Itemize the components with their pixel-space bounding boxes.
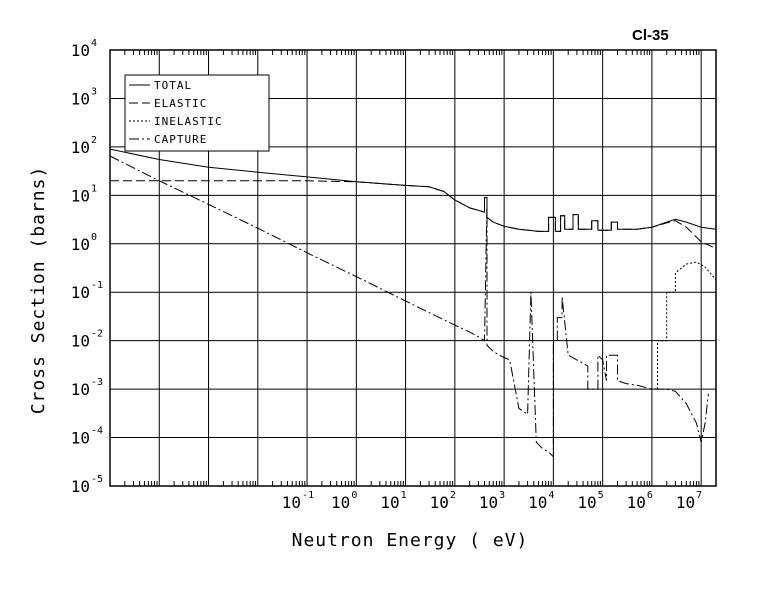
x-tick-label: 10 4 <box>528 490 554 512</box>
svg-text:10: 10 <box>71 283 90 302</box>
svg-text:2: 2 <box>450 490 456 501</box>
svg-text:4: 4 <box>548 490 554 501</box>
svg-text:10: 10 <box>71 186 90 205</box>
series-line-elastic <box>110 180 717 249</box>
plot-frame <box>109 49 717 487</box>
svg-text:10: 10 <box>627 493 646 512</box>
svg-text:3: 3 <box>91 86 97 97</box>
svg-text:0: 0 <box>351 490 357 501</box>
svg-text:10: 10 <box>71 332 90 351</box>
x-tick-label: 10 2 <box>430 490 456 512</box>
series-line-capture <box>109 155 709 458</box>
legend-box <box>124 74 270 152</box>
svg-text:7: 7 <box>696 490 702 501</box>
svg-text:4: 4 <box>91 38 97 49</box>
y-tick-label: 10 3 <box>71 86 97 108</box>
svg-text:10: 10 <box>71 429 90 448</box>
svg-text:10: 10 <box>577 493 596 512</box>
legend: TOTAL ELASTIC INELASTIC CAPTURE <box>124 74 270 152</box>
svg-text:-4: -4 <box>91 426 103 437</box>
svg-text:10: 10 <box>479 493 498 512</box>
legend-label: TOTAL <box>154 79 192 92</box>
svg-text:1: 1 <box>91 183 97 194</box>
svg-text:10: 10 <box>430 493 449 512</box>
y-tick-label: 10 2 <box>71 135 97 157</box>
svg-text:3: 3 <box>499 490 505 501</box>
y-tick-label: 10 1 <box>71 183 97 205</box>
x-tick-label: 10 1 <box>380 490 406 512</box>
svg-text:10: 10 <box>71 477 90 496</box>
x-tick-label: 10 -1 <box>282 490 314 512</box>
svg-text:10: 10 <box>380 493 399 512</box>
svg-text:-1: -1 <box>91 280 103 291</box>
x-tick-label: 10 6 <box>627 490 653 512</box>
svg-text:-1: -1 <box>302 490 314 501</box>
x-tick-label: 10 3 <box>479 490 505 512</box>
x-tick-label: 10 5 <box>577 490 603 512</box>
svg-text:0: 0 <box>91 232 97 243</box>
y-tick-label: 10 -1 <box>71 280 103 302</box>
svg-text:10: 10 <box>331 493 350 512</box>
svg-text:6: 6 <box>647 490 653 501</box>
svg-text:10: 10 <box>71 380 90 399</box>
legend-label: CAPTURE <box>154 133 207 146</box>
svg-text:-5: -5 <box>91 474 103 485</box>
svg-text:10: 10 <box>71 41 90 60</box>
y-tick-label: 10 -5 <box>71 474 103 496</box>
svg-text:-3: -3 <box>91 377 103 388</box>
x-tick-label: 10 0 <box>331 490 357 512</box>
y-tick-label: 10 -3 <box>71 377 103 399</box>
chart-title: Cl-35 <box>632 27 669 44</box>
series-line-total <box>109 148 717 232</box>
y-tick-label: 10 4 <box>71 38 97 60</box>
svg-text:-2: -2 <box>91 329 103 340</box>
x-tick-labels: 10 -1 10 0 10 1 10 2 10 3 10 4 10 5 10 6 10 7 <box>282 490 702 512</box>
series-line-inelastic <box>657 261 717 390</box>
svg-text:10: 10 <box>71 138 90 157</box>
legend-label: INELASTIC <box>154 115 223 128</box>
y-axis-title: Cross Section (barns) <box>28 166 49 415</box>
svg-text:1: 1 <box>401 490 407 501</box>
x-tick-label: 10 7 <box>676 490 702 512</box>
svg-text:10: 10 <box>528 493 547 512</box>
series-layer <box>109 148 717 458</box>
svg-text:10: 10 <box>676 493 695 512</box>
x-axis-title: Neutron Energy ( eV) <box>292 530 529 551</box>
svg-text:10: 10 <box>71 235 90 254</box>
svg-text:2: 2 <box>91 135 97 146</box>
y-tick-label: 10 0 <box>71 232 97 254</box>
svg-text:5: 5 <box>598 490 604 501</box>
legend-label: ELASTIC <box>154 97 207 110</box>
svg-text:10: 10 <box>71 89 90 108</box>
y-tick-label: 10 -4 <box>71 426 103 448</box>
svg-text:10: 10 <box>282 493 301 512</box>
y-tick-label: 10 -2 <box>71 329 103 351</box>
